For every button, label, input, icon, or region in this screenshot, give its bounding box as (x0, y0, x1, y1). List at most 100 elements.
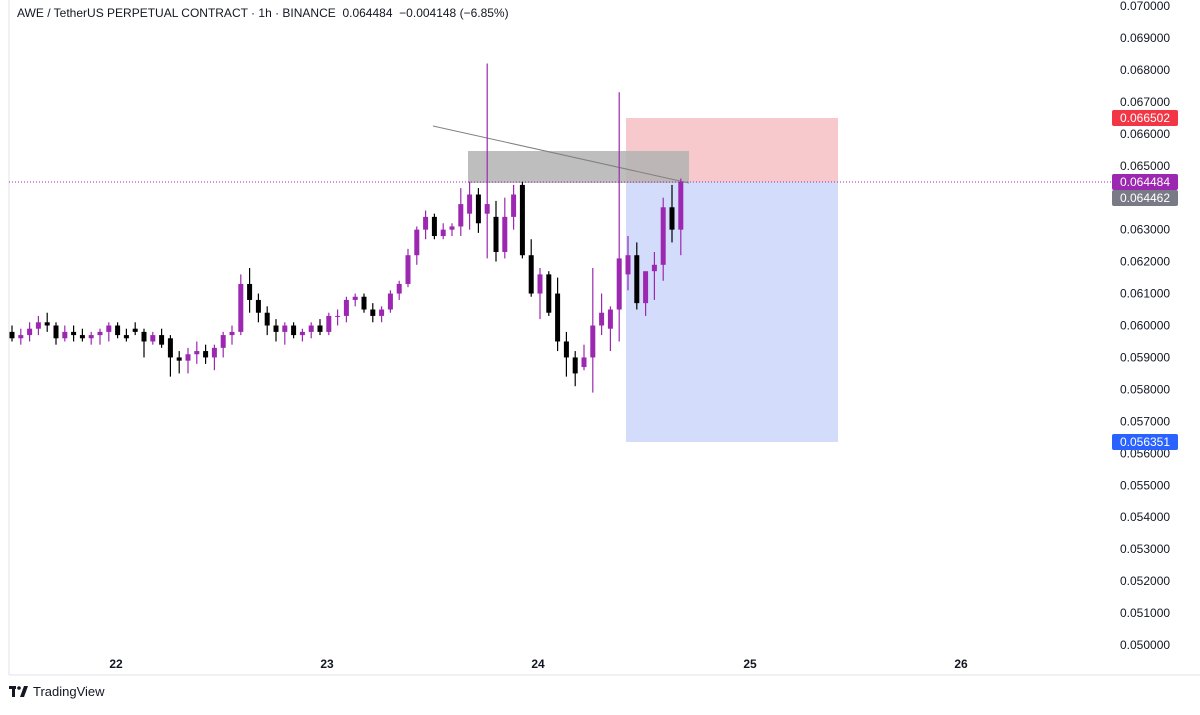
candle (555, 277, 561, 352)
price-tick-label: 0.058000 (1120, 382, 1170, 396)
candle-body (669, 207, 675, 230)
trend-line[interactable] (432, 125, 690, 184)
stop-loss-tag: 0.066502 (1112, 110, 1178, 126)
candle-body (159, 335, 165, 345)
candle-body (625, 255, 631, 275)
price-tick-label: 0.063000 (1120, 223, 1170, 237)
candle-body (387, 293, 393, 310)
candle-body (203, 351, 209, 358)
candle (115, 322, 121, 339)
candle (229, 325, 235, 345)
candle-body (106, 325, 112, 332)
candle (563, 331, 569, 377)
candle-body (211, 347, 217, 358)
candle-body (572, 357, 578, 374)
price-tick-label: 0.059000 (1120, 351, 1170, 365)
candle-body (361, 296, 367, 310)
candle-body (141, 331, 147, 342)
candle-body (616, 258, 622, 310)
candle-body (643, 271, 649, 304)
candle (53, 322, 59, 345)
candle (62, 325, 68, 342)
candle-body (247, 283, 253, 300)
candle-body (493, 216, 499, 253)
candle (264, 306, 270, 336)
candle (361, 293, 367, 313)
candle (167, 335, 173, 377)
price-tick-label: 0.069000 (1120, 31, 1170, 45)
candle (475, 188, 481, 233)
candle (607, 306, 613, 352)
candle (449, 223, 455, 237)
candle (467, 181, 473, 230)
price-tick-label: 0.062000 (1120, 255, 1170, 269)
price-tick-label: 0.070000 (1120, 0, 1170, 13)
price-axis: 0.070000 0.069000 0.068000 0.067000 0.066000… (1120, 0, 1170, 652)
candle (343, 296, 349, 323)
candle-body (352, 296, 358, 300)
candle (616, 92, 622, 342)
tradingview-logo[interactable]: TradingView (9, 684, 105, 699)
target-price-tag: 0.056351 (1112, 434, 1178, 450)
candle-body (484, 204, 490, 214)
entry-price-tag-text: 0.064462 (1120, 191, 1170, 205)
price-tick-label: 0.065000 (1120, 159, 1170, 173)
exchange: BINANCE (282, 6, 336, 20)
symbol-header[interactable]: AWE / TetherUS PERPETUAL CONTRACT · 1h ·… (17, 6, 509, 20)
candle-body (502, 216, 508, 253)
candle-body (185, 354, 191, 361)
candle-body (79, 335, 85, 339)
candle (511, 184, 517, 230)
candle (18, 328, 24, 345)
candle (9, 325, 15, 342)
candle-body (555, 293, 561, 342)
candle-body (414, 229, 420, 256)
candle (185, 347, 191, 374)
price-tick-label: 0.068000 (1120, 63, 1170, 77)
candle (660, 197, 666, 281)
candle (379, 306, 385, 323)
candle (308, 322, 314, 339)
candle (599, 293, 605, 336)
candle (581, 344, 587, 371)
candle-body (291, 325, 297, 336)
candle (370, 303, 376, 323)
candle (211, 344, 217, 371)
candle (176, 351, 182, 374)
symbol-name: AWE / TetherUS PERPETUAL CONTRACT (17, 6, 248, 20)
price-tick-label: 0.053000 (1120, 542, 1170, 556)
candle-body (299, 331, 305, 336)
candle (255, 293, 261, 323)
candle-body (150, 335, 156, 342)
candle (106, 322, 112, 342)
candle-body (255, 299, 261, 313)
time-label-22: 22 (109, 657, 123, 671)
candle (405, 248, 411, 288)
target-price-tag-text: 0.056351 (1120, 435, 1170, 449)
price-tick-label: 0.057000 (1120, 414, 1170, 428)
candle (79, 328, 85, 342)
candle-body (379, 309, 385, 316)
price-tick-label: 0.054000 (1120, 510, 1170, 524)
candle (291, 322, 297, 339)
candle-body (440, 229, 446, 237)
candle (220, 331, 226, 358)
price-tick-label: 0.052000 (1120, 574, 1170, 588)
candle-body (123, 335, 129, 339)
candle-body (53, 325, 59, 339)
candle-body (35, 322, 41, 329)
candle-body (519, 184, 525, 256)
candle (27, 322, 33, 342)
candle-body (115, 325, 121, 336)
candle (97, 328, 103, 345)
candle-body (317, 325, 323, 332)
price-tick-label: 0.055000 (1120, 478, 1170, 492)
resistance-zone[interactable] (468, 151, 689, 183)
candle-body (88, 335, 94, 339)
candle (44, 312, 50, 332)
candle (299, 328, 305, 342)
take-profit-zone[interactable] (626, 182, 838, 442)
candle (71, 325, 77, 342)
